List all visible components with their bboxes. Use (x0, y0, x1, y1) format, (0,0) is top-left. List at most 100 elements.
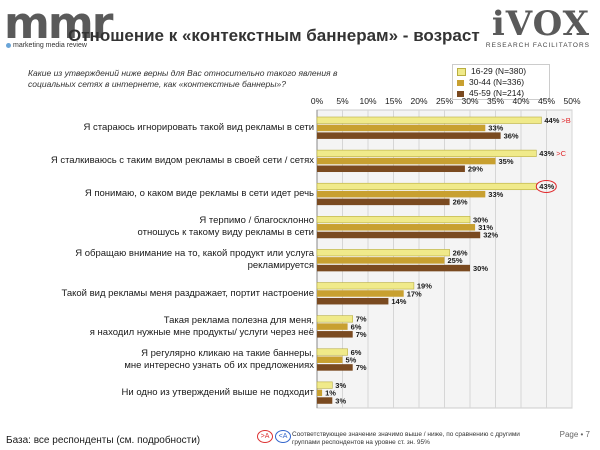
x-tick-label: 5% (336, 96, 349, 106)
significance-note: Соответствующее значение значимо выше / … (292, 431, 520, 446)
bar (317, 224, 476, 231)
bar (317, 231, 481, 239)
significance-legend: >A <A (257, 430, 293, 443)
x-tick-label: 35% (487, 96, 504, 106)
category-label: Я регулярно кликаю на такие баннеры, мне … (124, 348, 314, 372)
bar (316, 216, 471, 224)
category-label: Я сталкиваюсь с таким видом рекламы в св… (51, 155, 314, 167)
data-label: 36% (504, 131, 519, 140)
category-label-line: Я стараюсь игнорировать такой вид реклам… (83, 121, 315, 133)
bar (316, 348, 348, 356)
data-label: 35% (499, 157, 514, 166)
x-tick-label: 20% (410, 96, 427, 106)
bar (317, 389, 323, 397)
data-label: 5% (346, 355, 357, 364)
bar (317, 198, 450, 206)
data-label: 44% (544, 116, 559, 125)
bar (316, 315, 354, 323)
bar (317, 397, 333, 404)
x-tick-label: 15% (385, 96, 402, 106)
x-tick-label: 40% (512, 96, 529, 106)
sig-lower-badge: <A (275, 430, 291, 443)
data-label: 43% (539, 149, 554, 158)
x-tick-label: 30% (461, 96, 478, 106)
category-label-line: Я понимаю, о каком виде рекламы в сети и… (84, 188, 314, 200)
slide-title: Отношение к «контекстным баннерам» - воз… (68, 26, 480, 45)
bar (317, 356, 343, 363)
data-label: 17% (407, 289, 422, 298)
highlight-circle (535, 179, 557, 193)
category-label: Такая реклама полезна для меня, я находил… (90, 315, 314, 339)
x-tick-label: 0% (311, 96, 324, 106)
data-label: 3% (335, 396, 346, 405)
legend-swatch-2 (457, 79, 464, 86)
bar (317, 132, 501, 139)
data-label: 25% (448, 256, 463, 265)
category-label: Я обращаю внимание на то, какой продукт … (75, 248, 314, 272)
bar (316, 182, 537, 191)
question-text: Какие из утверждений ниже верны для Вас … (28, 68, 338, 89)
data-label: 7% (356, 363, 367, 372)
legend-swatch-1 (457, 67, 466, 76)
significance-annotation: >C (556, 149, 566, 158)
category-label-line: рекламируется (247, 260, 314, 272)
page-number: Page • 7 (559, 430, 590, 439)
category-label-line: мне интересно узнать об их предложениях (124, 359, 314, 371)
data-label: 30% (473, 264, 488, 273)
data-label: 14% (391, 297, 406, 306)
category-label-line: отношусь к такому виду рекламы в сети (137, 227, 314, 239)
chart-legend: 16-29 (N=380) 30-44 (N=336) 45-59 (N=214… (452, 64, 550, 100)
base-note: База: все респонденты (см. подробности) (6, 435, 201, 446)
x-tick-label: 50% (563, 96, 580, 106)
legend-swatch-3 (457, 90, 464, 97)
category-label: Такой вид рекламы меня раздражает, порти… (61, 288, 314, 300)
data-label: 43% (539, 182, 554, 191)
bar (316, 282, 415, 290)
bar (317, 297, 389, 305)
category-label: Я терпимо / благосклонно отношусь к таком… (138, 215, 314, 239)
legend-item-3: 45-59 (N=214) (457, 88, 549, 98)
bar (317, 331, 353, 338)
data-label: 26% (453, 248, 468, 257)
data-label: 33% (488, 190, 503, 199)
dot-icon (6, 42, 11, 48)
ivox-logo: iVOX (491, 4, 590, 44)
legend-item-1: 16-29 (N=380) (457, 66, 549, 76)
bar (317, 257, 445, 264)
category-label-line: Я терпимо / благосклонно (199, 215, 314, 227)
bar (317, 264, 470, 272)
category-label: Я понимаю, о каком виде рекламы в сети и… (85, 188, 314, 200)
data-label: 1% (325, 389, 336, 398)
bar (317, 157, 496, 165)
x-tick-label: 10% (359, 96, 376, 106)
category-label-line: Я регулярно кликаю на такие баннеры, (141, 347, 314, 359)
data-label: 6% (351, 322, 362, 331)
category-label-line: Я обращаю внимание на то, какой продукт … (75, 248, 314, 260)
mmr-logo: mmr (4, 0, 113, 49)
bar (317, 165, 465, 173)
data-label: 7% (356, 315, 367, 324)
bar (316, 149, 537, 157)
bar (317, 364, 353, 371)
data-label: 19% (417, 282, 432, 291)
category-label-line: Такой вид рекламы меня раздражает, порти… (61, 287, 314, 299)
category-label-line: Я сталкиваюсь с таким видом рекламы в св… (50, 155, 314, 167)
data-label: 26% (453, 198, 468, 207)
x-tick-label: 25% (436, 96, 453, 106)
bar (316, 381, 333, 389)
legend-item-2: 30-44 (N=336) (457, 77, 549, 87)
data-label: 29% (468, 165, 483, 174)
significance-annotation: >B (561, 116, 570, 125)
data-label: 6% (351, 348, 362, 357)
data-label: 3% (335, 381, 346, 390)
bar (317, 290, 404, 297)
bar (317, 190, 486, 198)
category-label-line: я находил нужные мне продукты/ услуги че… (89, 326, 314, 338)
bar (317, 124, 486, 132)
data-label: 7% (356, 330, 367, 339)
bar (316, 249, 450, 257)
data-label: 33% (488, 124, 503, 133)
bar (316, 116, 542, 124)
data-label: 32% (483, 231, 498, 240)
